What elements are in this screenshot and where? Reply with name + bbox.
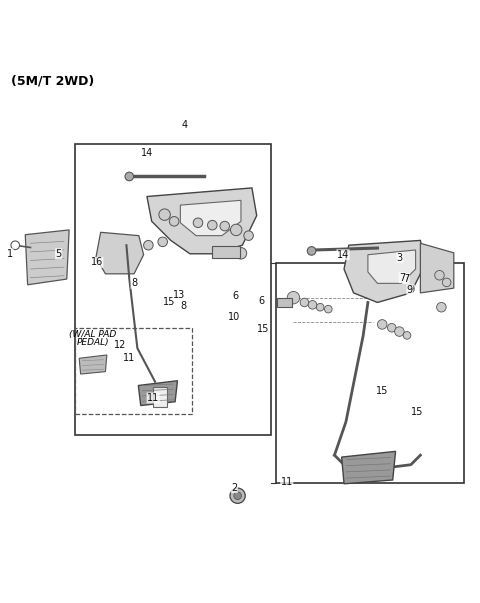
Text: 4: 4 bbox=[182, 120, 188, 130]
Text: 11: 11 bbox=[147, 393, 159, 403]
Polygon shape bbox=[96, 232, 144, 274]
Circle shape bbox=[308, 300, 317, 309]
Circle shape bbox=[403, 332, 411, 339]
Circle shape bbox=[300, 298, 309, 307]
Circle shape bbox=[377, 320, 387, 329]
Text: 7: 7 bbox=[399, 273, 406, 283]
Circle shape bbox=[230, 488, 245, 504]
Text: 6: 6 bbox=[258, 295, 264, 306]
Text: 3: 3 bbox=[397, 253, 403, 262]
Text: (5M/T 2WD): (5M/T 2WD) bbox=[11, 75, 94, 88]
Circle shape bbox=[169, 216, 179, 226]
Text: 7: 7 bbox=[403, 274, 409, 283]
Circle shape bbox=[193, 218, 203, 227]
Circle shape bbox=[387, 323, 396, 332]
Bar bbox=[277, 298, 291, 307]
Circle shape bbox=[159, 209, 170, 220]
Text: 8: 8 bbox=[180, 302, 187, 311]
Text: 15: 15 bbox=[376, 386, 388, 396]
Bar bbox=[153, 387, 167, 408]
Circle shape bbox=[144, 241, 153, 250]
Text: 15: 15 bbox=[257, 324, 269, 334]
Text: 15: 15 bbox=[411, 407, 424, 417]
Polygon shape bbox=[25, 230, 69, 285]
Text: 11: 11 bbox=[281, 477, 293, 487]
Polygon shape bbox=[138, 380, 178, 406]
Circle shape bbox=[11, 241, 20, 250]
Polygon shape bbox=[79, 355, 107, 374]
Circle shape bbox=[220, 221, 229, 231]
Polygon shape bbox=[344, 241, 425, 303]
Circle shape bbox=[234, 492, 241, 499]
Polygon shape bbox=[180, 200, 241, 236]
Circle shape bbox=[158, 237, 168, 247]
Text: 5: 5 bbox=[56, 249, 62, 259]
Text: 9: 9 bbox=[407, 285, 413, 295]
Polygon shape bbox=[342, 452, 396, 484]
Bar bbox=[75, 144, 271, 435]
Polygon shape bbox=[420, 243, 454, 293]
Text: PEDAL): PEDAL) bbox=[77, 338, 109, 347]
Text: 11: 11 bbox=[123, 353, 135, 363]
Text: 16: 16 bbox=[91, 257, 103, 267]
Circle shape bbox=[435, 271, 444, 280]
Text: 9: 9 bbox=[409, 285, 415, 295]
Text: 1: 1 bbox=[7, 249, 13, 259]
Circle shape bbox=[230, 224, 242, 236]
Circle shape bbox=[437, 303, 446, 312]
Text: 12: 12 bbox=[114, 341, 126, 350]
Text: 6: 6 bbox=[232, 291, 238, 301]
Circle shape bbox=[443, 278, 451, 286]
Text: 2: 2 bbox=[231, 482, 238, 493]
Circle shape bbox=[316, 303, 324, 311]
Text: 13: 13 bbox=[173, 290, 185, 300]
Bar bbox=[276, 264, 464, 483]
Circle shape bbox=[244, 231, 253, 241]
Text: 15: 15 bbox=[163, 297, 176, 308]
Circle shape bbox=[307, 247, 316, 255]
Bar bbox=[75, 328, 192, 414]
Circle shape bbox=[125, 172, 133, 181]
Text: 14: 14 bbox=[141, 148, 153, 157]
Bar bbox=[212, 246, 240, 257]
Circle shape bbox=[395, 327, 404, 336]
Text: (W/AL PAD: (W/AL PAD bbox=[70, 330, 117, 339]
Polygon shape bbox=[147, 188, 257, 254]
Circle shape bbox=[235, 248, 247, 259]
Circle shape bbox=[287, 291, 300, 304]
Polygon shape bbox=[368, 250, 416, 283]
Text: 8: 8 bbox=[131, 279, 137, 288]
Circle shape bbox=[324, 305, 332, 313]
Circle shape bbox=[207, 220, 217, 230]
Text: 14: 14 bbox=[337, 250, 349, 260]
Text: 10: 10 bbox=[228, 312, 240, 322]
